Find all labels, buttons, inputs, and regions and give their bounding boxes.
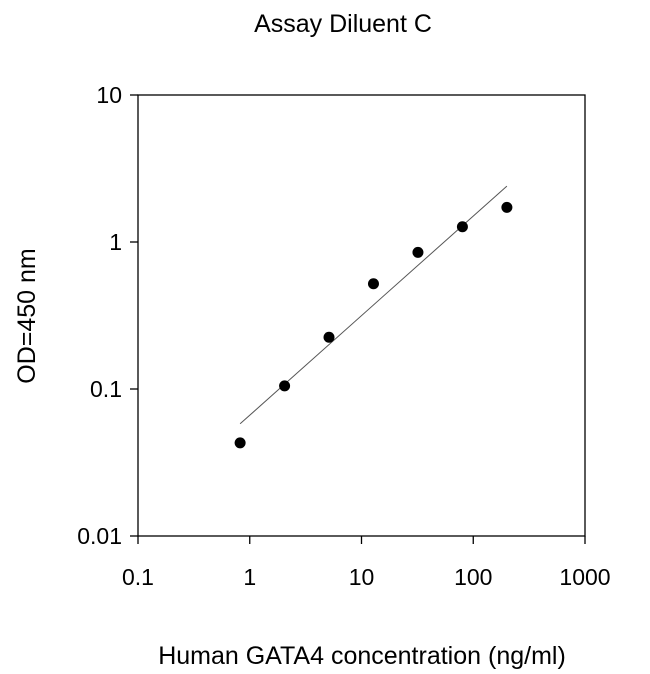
data-point [412, 246, 424, 258]
x-tick-label: 10 [349, 564, 375, 590]
x-axis-label: Human GATA4 concentration (ng/ml) [158, 642, 566, 670]
data-point [323, 331, 335, 343]
x-tick-label: 0.1 [122, 564, 154, 590]
data-point [367, 278, 379, 290]
data-point [456, 221, 468, 233]
data-point [234, 437, 246, 449]
chart-title: Assay Diluent C [254, 10, 432, 38]
y-axis-label: OD=450 nm [13, 248, 41, 384]
y-tick-label: 0.01 [77, 523, 122, 549]
y-tick-label: 0.1 [90, 376, 122, 402]
y-axis-ticks: 0.01 0.1 1 10 [77, 82, 138, 549]
x-tick-label: 100 [454, 564, 492, 590]
data-point [279, 380, 291, 392]
y-tick-label: 10 [96, 82, 122, 108]
y-tick-label: 1 [109, 229, 122, 255]
x-tick-label: 1000 [559, 564, 610, 590]
data-point [501, 201, 513, 213]
x-axis-ticks: 0.1 1 10 100 1000 [122, 536, 611, 590]
data-points [234, 201, 513, 449]
x-tick-label: 1 [243, 564, 256, 590]
